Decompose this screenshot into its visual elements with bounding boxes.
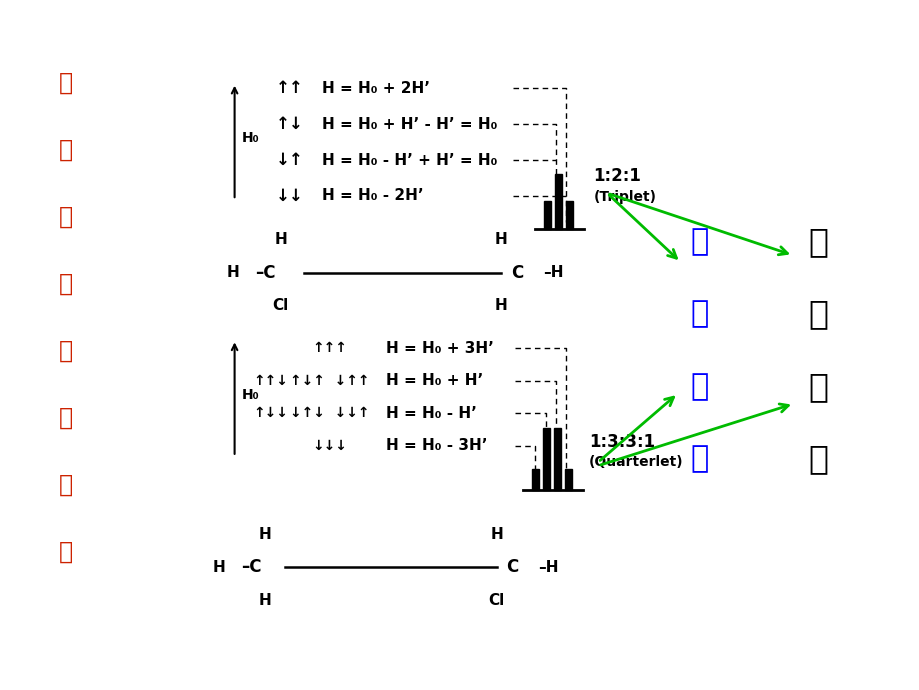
Text: H = H₀ + 2H’: H = H₀ + 2H’ (322, 81, 429, 96)
Bar (564, 469, 572, 490)
Text: ↑↓↑  ↓↑↑: ↑↓↑ ↓↑↑ (289, 374, 369, 388)
Text: H: H (274, 232, 287, 247)
Text: ↑↑↓: ↑↑↓ (253, 374, 288, 388)
Bar (554, 174, 562, 229)
Text: 可: 可 (59, 71, 74, 95)
Text: 在: 在 (59, 272, 74, 295)
Text: H: H (212, 560, 225, 575)
Text: H₀: H₀ (242, 388, 259, 402)
Text: H = H₀ + H’ - H’ = H₀: H = H₀ + H’ - H’ = H₀ (322, 117, 497, 132)
Text: –H: –H (542, 265, 562, 280)
Text: –C: –C (241, 558, 261, 576)
Text: 强: 强 (808, 297, 828, 331)
Text: 期: 期 (689, 299, 708, 328)
Text: 比: 比 (808, 442, 828, 475)
Text: C: C (510, 264, 523, 282)
Text: H: H (226, 265, 239, 280)
Text: 方: 方 (59, 473, 74, 496)
Text: ↓↑↓  ↓↓↑: ↓↑↓ ↓↓↑ (289, 406, 369, 420)
Text: ↓↑: ↓↑ (276, 151, 303, 169)
Text: 能: 能 (59, 138, 74, 161)
Text: (Triplet): (Triplet) (593, 190, 655, 204)
Text: 1:2:1: 1:2:1 (593, 167, 641, 185)
Text: ↑↑↑: ↑↑↑ (312, 342, 347, 355)
Text: H = H₀ - 2H’: H = H₀ - 2H’ (322, 188, 423, 204)
Text: 向: 向 (59, 540, 74, 563)
Text: H = H₀ + H’: H = H₀ + H’ (386, 373, 483, 388)
Text: Cl: Cl (272, 298, 289, 313)
Text: 图: 图 (689, 372, 708, 401)
Bar (553, 428, 561, 490)
Text: H = H₀ + 3H’: H = H₀ + 3H’ (386, 341, 494, 356)
Text: H: H (258, 526, 271, 542)
Text: H: H (494, 298, 507, 313)
Text: H = H₀ - 3H’: H = H₀ - 3H’ (386, 438, 487, 453)
Text: 自: 自 (59, 339, 74, 362)
Text: –H: –H (538, 560, 558, 575)
Bar (531, 469, 539, 490)
Text: 度: 度 (808, 370, 828, 403)
Text: 预: 预 (689, 227, 708, 256)
Text: H: H (490, 526, 503, 542)
Text: Cl: Cl (488, 593, 505, 608)
Bar (565, 201, 573, 229)
Text: ↓↓↓: ↓↓↓ (312, 439, 347, 453)
Text: C: C (505, 558, 518, 576)
Text: H = H₀ - H’ + H’ = H₀: H = H₀ - H’ + H’ = H₀ (322, 152, 497, 168)
Text: –C: –C (255, 264, 275, 282)
Text: ↑↑: ↑↑ (276, 79, 303, 97)
Text: 1:3:3:1: 1:3:3:1 (588, 433, 654, 451)
Text: 存: 存 (59, 205, 74, 228)
Bar (542, 428, 550, 490)
Text: H = H₀ - H’: H = H₀ - H’ (386, 406, 477, 421)
Text: (Quarterlet): (Quarterlet) (588, 455, 683, 469)
Text: H: H (494, 232, 507, 247)
Text: 谱: 谱 (689, 444, 708, 473)
Text: ↓↓: ↓↓ (276, 187, 303, 205)
Bar (543, 201, 550, 229)
Text: H: H (258, 593, 271, 608)
Text: 旋: 旋 (59, 406, 74, 429)
Text: ↑↓↓: ↑↓↓ (253, 406, 288, 420)
Text: ↑↓: ↑↓ (276, 115, 303, 133)
Text: 峙: 峙 (808, 225, 828, 258)
Text: H₀: H₀ (242, 131, 259, 145)
